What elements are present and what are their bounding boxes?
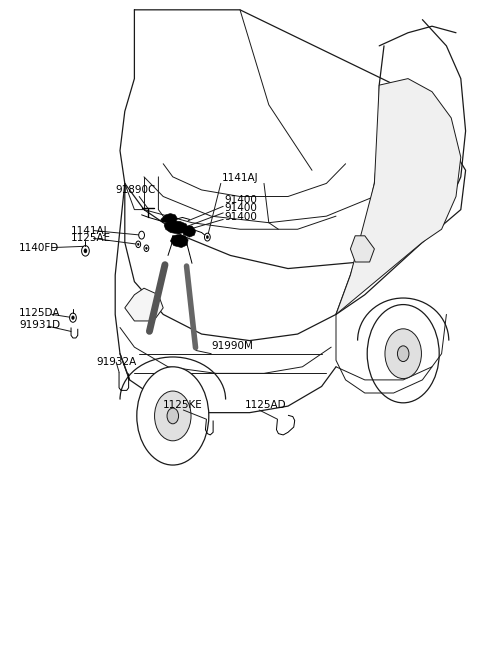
Circle shape — [82, 246, 89, 256]
Circle shape — [145, 247, 147, 250]
Circle shape — [367, 305, 439, 403]
Text: 1141AJ: 1141AJ — [71, 225, 108, 236]
Circle shape — [84, 249, 87, 253]
Text: 91400: 91400 — [225, 203, 257, 214]
Text: 1125KE: 1125KE — [163, 400, 203, 410]
Text: 91990M: 91990M — [211, 341, 253, 351]
Text: 1125AE: 1125AE — [71, 233, 111, 244]
Text: 91400: 91400 — [225, 212, 257, 222]
Circle shape — [385, 329, 421, 379]
Text: 91400: 91400 — [225, 195, 257, 205]
Circle shape — [144, 245, 149, 252]
Circle shape — [137, 367, 209, 465]
Polygon shape — [170, 234, 188, 248]
Circle shape — [397, 346, 409, 362]
Text: 91932A: 91932A — [96, 357, 136, 367]
Polygon shape — [161, 214, 178, 223]
Text: 1141AJ: 1141AJ — [222, 173, 258, 183]
Circle shape — [72, 316, 74, 320]
Circle shape — [137, 243, 139, 246]
Polygon shape — [164, 221, 188, 234]
Text: 1125DA: 1125DA — [19, 308, 60, 318]
Circle shape — [70, 313, 76, 322]
Circle shape — [155, 391, 191, 441]
Circle shape — [139, 231, 144, 239]
Polygon shape — [125, 288, 163, 321]
Text: 1140FD: 1140FD — [19, 242, 60, 253]
Polygon shape — [336, 79, 461, 314]
Circle shape — [206, 236, 208, 238]
Circle shape — [167, 408, 179, 424]
Text: 91931D: 91931D — [19, 320, 60, 330]
Text: 91890C: 91890C — [115, 185, 156, 195]
Polygon shape — [182, 226, 196, 237]
Circle shape — [136, 241, 141, 248]
Circle shape — [204, 233, 210, 241]
Polygon shape — [350, 236, 374, 262]
Text: 1125AD: 1125AD — [245, 400, 287, 410]
